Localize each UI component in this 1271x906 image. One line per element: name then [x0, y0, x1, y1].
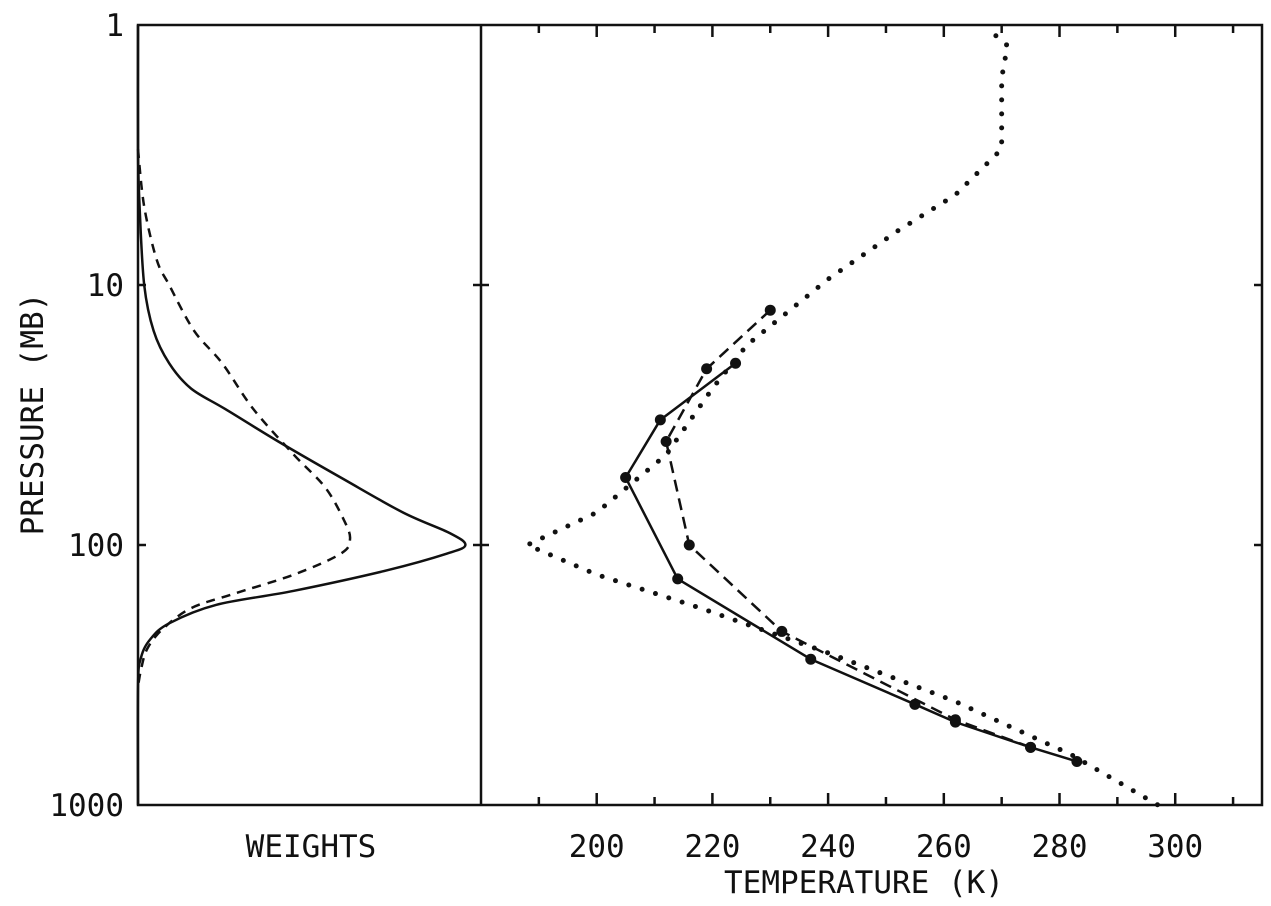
x-tick-label: 240: [800, 829, 856, 865]
x-tick-label: 200: [569, 829, 625, 865]
data-point: [683, 539, 695, 551]
weights-curve-dashed: [136, 148, 352, 687]
weights-curve-solid: [136, 24, 467, 806]
weights-axis-title: WEIGHTS: [246, 829, 377, 865]
data-point: [620, 471, 632, 483]
data-point: [701, 363, 713, 375]
y-tick-label: 10: [87, 268, 124, 304]
y-tick-label: 1000: [49, 788, 124, 824]
temperature-panel: [521, 33, 1161, 808]
x-tick-label: 220: [684, 829, 740, 865]
plot-border: [136, 23, 1264, 807]
x-tick-label: 300: [1147, 829, 1203, 865]
data-point: [654, 414, 666, 426]
data-point: [1025, 741, 1037, 753]
data-point: [660, 436, 672, 448]
data-point: [805, 653, 817, 665]
data-point: [764, 304, 776, 316]
x-tick-label: 280: [1032, 829, 1088, 865]
data-point: [776, 625, 788, 637]
y-tick-label: 1: [105, 8, 124, 44]
data-point: [949, 714, 961, 726]
y-axis-title: PRESSURE (MB): [15, 293, 51, 536]
x-tick-label: 260: [916, 829, 972, 865]
y-tick-label: 100: [68, 528, 124, 564]
temperature-axis-title: TEMPERATURE (K): [724, 865, 1004, 901]
plot-frame: 1 10 100 1000 200 220 240 260 280 300: [49, 8, 1264, 865]
temperature-profile-dotted: [521, 33, 1161, 808]
data-point: [1071, 755, 1083, 767]
data-point: [672, 573, 684, 585]
temperature-profile-solid: [624, 362, 1078, 763]
weights-panel: [136, 24, 467, 806]
